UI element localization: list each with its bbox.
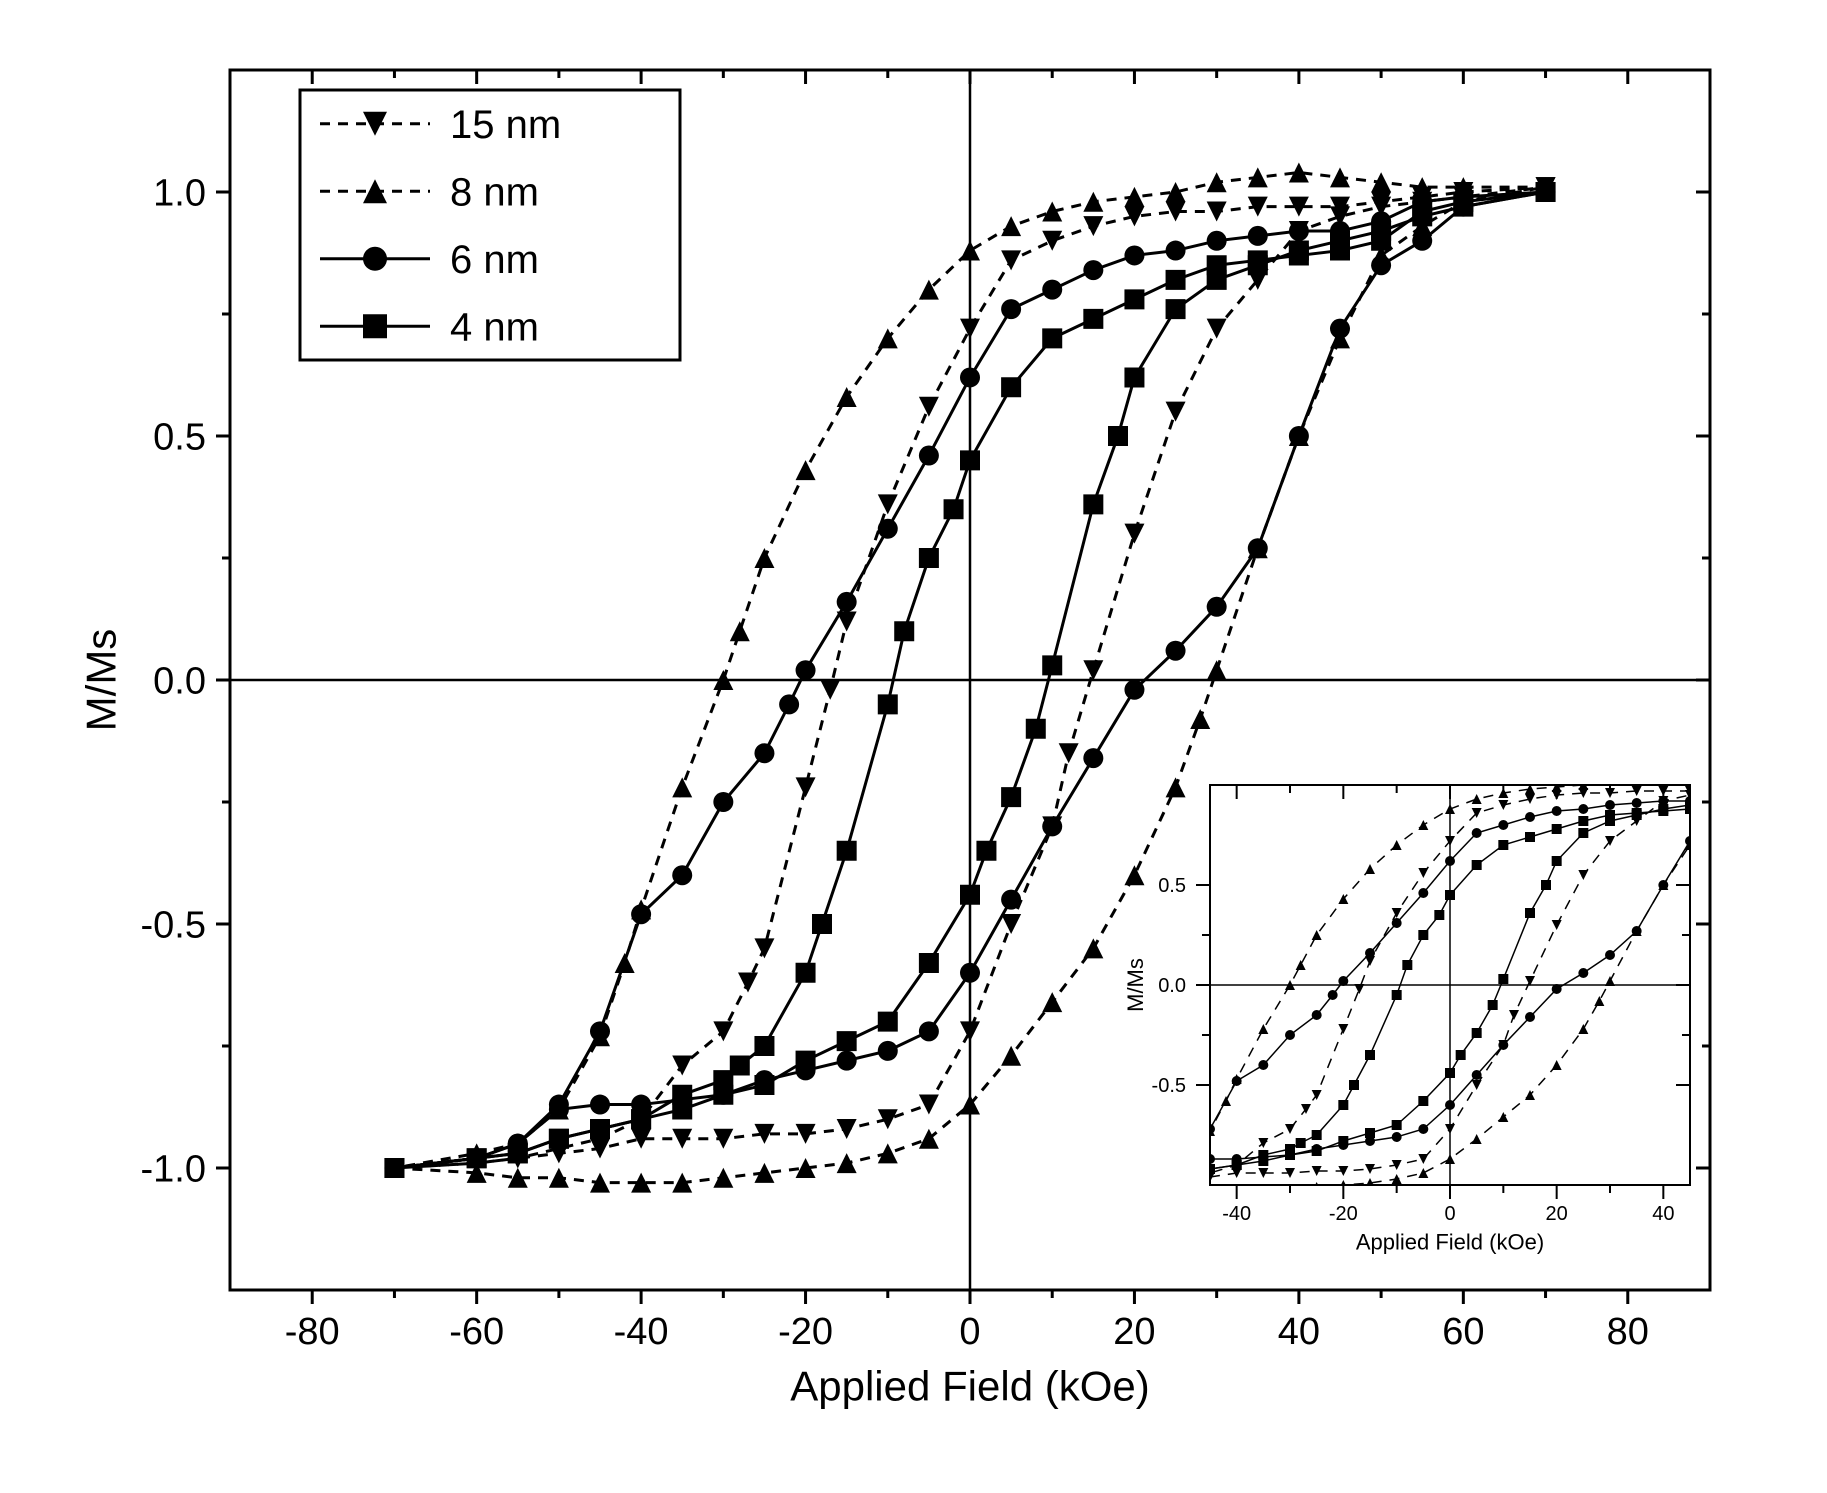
- y-tick-label: 0.0: [153, 660, 206, 702]
- x-tick-label: -80: [285, 1311, 340, 1353]
- y-tick-label: 0.5: [1158, 875, 1186, 897]
- y-tick-label: 1.0: [153, 172, 206, 214]
- x-tick-label: 80: [1607, 1311, 1649, 1353]
- x-tick-label: 20: [1546, 1203, 1568, 1225]
- x-tick-label: -60: [449, 1311, 504, 1353]
- x-tick-label: 60: [1442, 1311, 1484, 1353]
- x-tick-label: 40: [1652, 1203, 1674, 1225]
- y-tick-label: -0.5: [141, 904, 206, 946]
- y-axis-label: M/Ms: [1123, 958, 1148, 1012]
- x-tick-label: 0: [1444, 1203, 1455, 1225]
- x-tick-label: 40: [1278, 1311, 1320, 1353]
- legend-label: 15 nm: [450, 103, 561, 147]
- legend-label: 4 nm: [450, 305, 539, 349]
- x-tick-label: -40: [1222, 1203, 1251, 1225]
- y-axis-label: M/Ms: [78, 629, 125, 732]
- hysteresis-figure: -80 -60 -40 -20 0 20 40 60 80 -1.0 -0.5 0.0 0.5 1.0 Ap…: [0, 0, 1827, 1493]
- x-tick-label: 20: [1113, 1311, 1155, 1353]
- x-tick-label: -20: [1329, 1203, 1358, 1225]
- y-tick-label: 0.5: [153, 416, 206, 458]
- y-tick-label: -0.5: [1152, 1075, 1186, 1097]
- legend-label: 8 nm: [450, 170, 539, 214]
- x-tick-label: 0: [959, 1311, 980, 1353]
- x-tick-label: -40: [614, 1311, 669, 1353]
- x-tick-label: -20: [778, 1311, 833, 1353]
- y-tick-label: -1.0: [141, 1148, 206, 1190]
- x-axis-label: Applied Field (kOe): [790, 1362, 1149, 1409]
- x-axis-label: Applied Field (kOe): [1356, 1230, 1544, 1255]
- y-tick-label: 0.0: [1158, 975, 1186, 997]
- legend-label: 6 nm: [450, 238, 539, 282]
